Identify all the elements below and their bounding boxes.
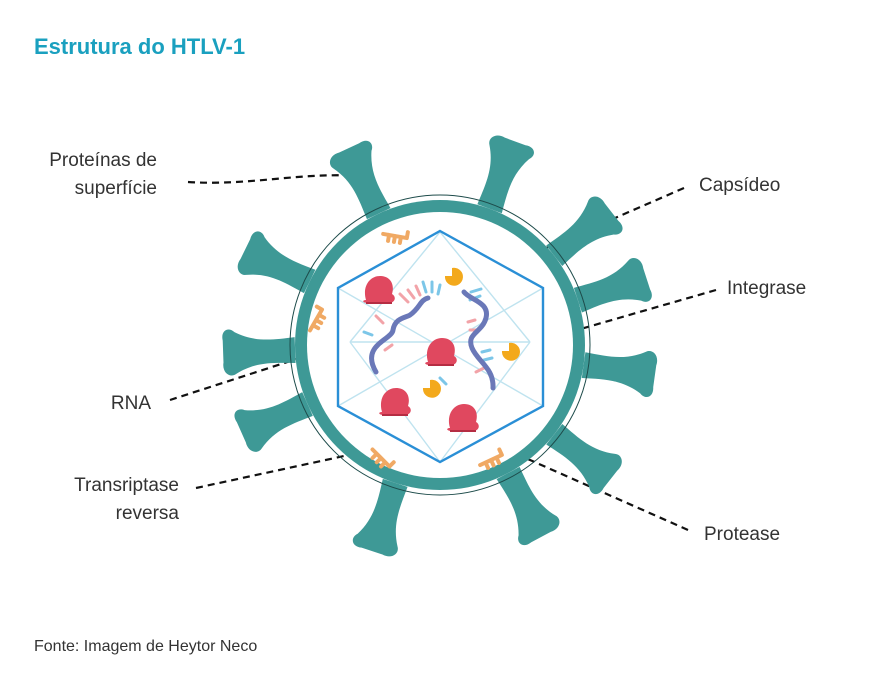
envelope-inner-line bbox=[289, 194, 591, 496]
leader-line-integrase bbox=[524, 288, 717, 347]
reverse-transcriptase-proteins bbox=[363, 276, 479, 432]
rna-strands bbox=[362, 280, 496, 391]
rna-strand bbox=[369, 295, 431, 375]
integrase-molecules bbox=[422, 267, 520, 398]
label-capsid: Capsídeo bbox=[699, 175, 781, 196]
label-protease: Protease bbox=[704, 524, 781, 545]
diagram-title: Estrutura do HTLV-1 bbox=[34, 34, 246, 59]
label-integrase: Integrase bbox=[727, 278, 807, 299]
label-rna: RNA bbox=[110, 393, 151, 414]
source-credit: Fonte: Imagem de Heytor Neco bbox=[34, 638, 258, 655]
leader-line-surface-proteins bbox=[187, 174, 359, 184]
label-reverse-transcriptase: Transriptase reversa bbox=[74, 475, 179, 524]
protease-molecules bbox=[308, 230, 504, 470]
rna-strand bbox=[461, 289, 496, 391]
label-surface-proteins: Proteínas de superfície bbox=[49, 150, 157, 199]
